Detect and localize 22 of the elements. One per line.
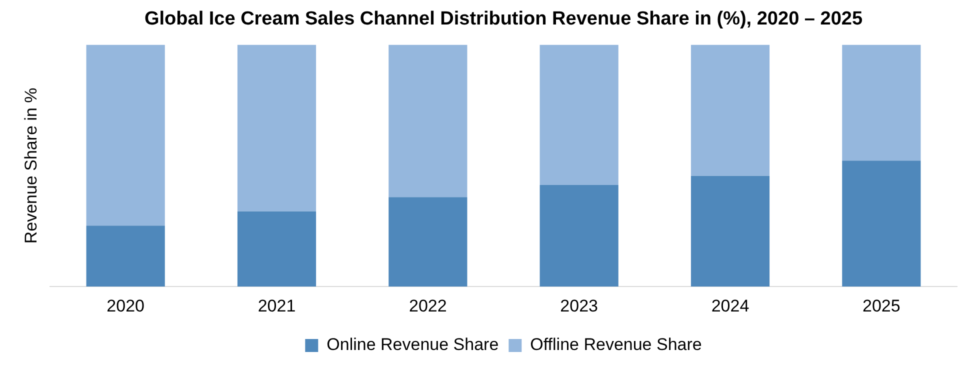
bar	[540, 185, 618, 287]
x-tick-label: 2025	[862, 296, 900, 316]
bar	[237, 211, 316, 287]
chart-title: Global Ice Cream Sales Channel Distribution Revenue Share in (%), 2020 – 2025	[144, 8, 863, 30]
bar	[86, 44, 165, 226]
x-tick-label: 2022	[409, 296, 447, 316]
bar	[842, 44, 921, 161]
bar	[388, 197, 468, 287]
bar	[388, 44, 468, 198]
legend-label: Online Revenue Share	[326, 335, 499, 354]
bar	[237, 44, 316, 212]
x-tick-label: 2023	[560, 296, 598, 316]
bar	[690, 44, 770, 176]
bar	[86, 226, 165, 287]
legend-label: Offline Revenue Share	[530, 335, 702, 354]
bar	[842, 160, 921, 287]
x-tick-label: 2024	[711, 296, 750, 316]
y-axis-title: Revenue Share in %	[22, 88, 41, 244]
bar	[690, 176, 770, 287]
x-tick-label: 2021	[258, 296, 296, 316]
bar	[540, 44, 618, 186]
x-tick-label: 2020	[106, 296, 144, 316]
